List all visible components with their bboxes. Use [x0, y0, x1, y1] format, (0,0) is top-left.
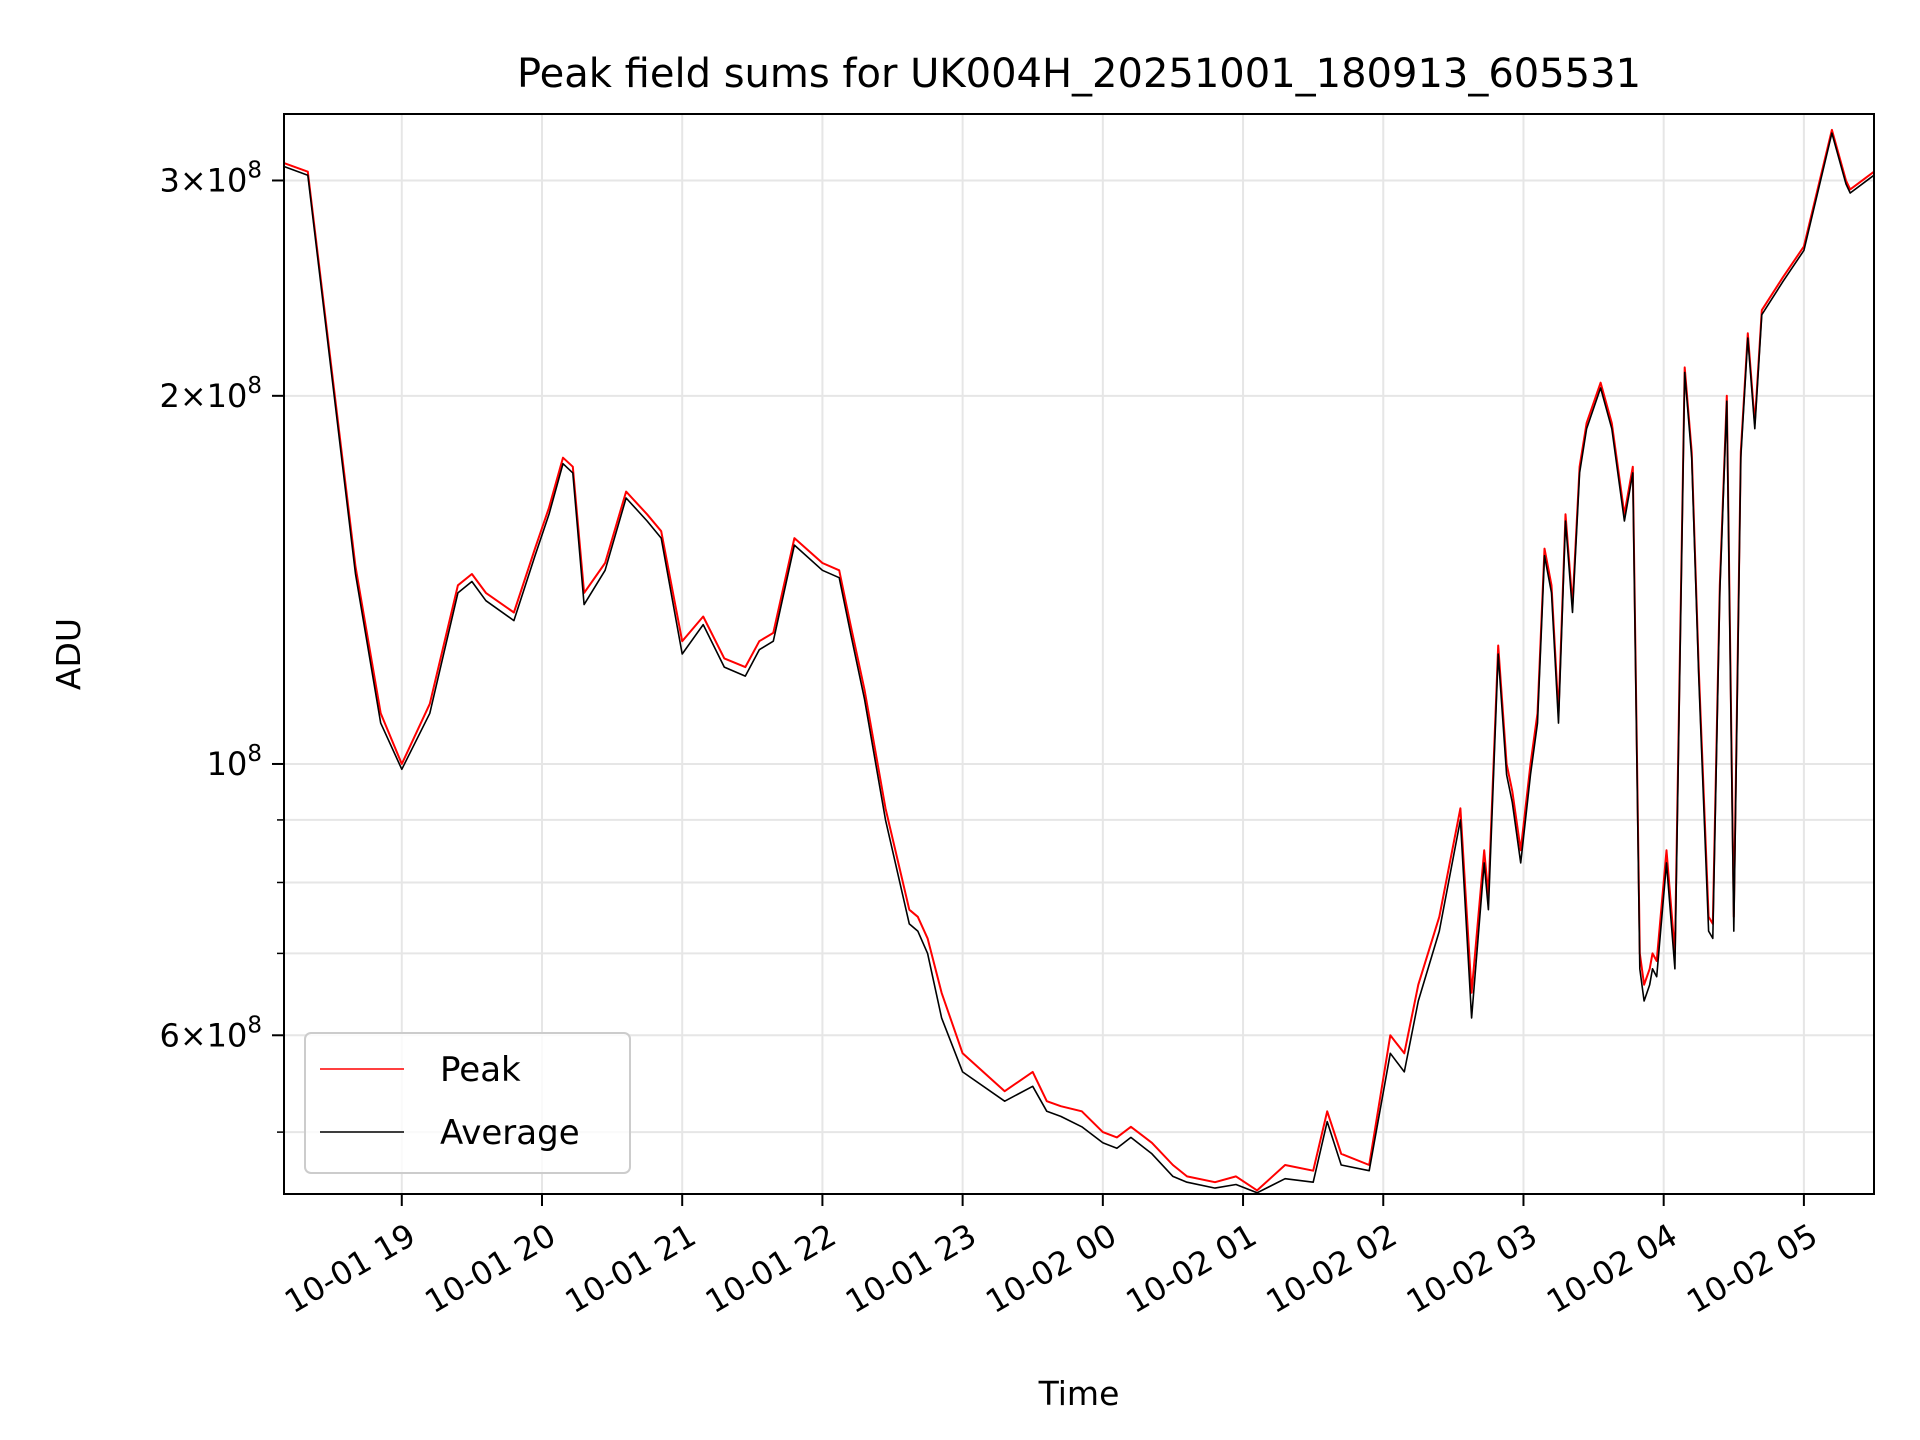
legend-label-average: Average [440, 1113, 580, 1153]
y-tick-label: 2×108 [159, 373, 262, 415]
y-tick-label: 6×108 [159, 1012, 262, 1054]
legend: Peak Average [304, 1032, 631, 1174]
legend-label-peak: Peak [440, 1050, 521, 1090]
grid [284, 114, 1874, 1194]
x-axis-label: Time [1038, 1374, 1120, 1413]
y-axis: 3×108 2×108 108 6×108 [159, 157, 284, 1133]
y-tick-label: 108 [207, 741, 262, 783]
y-axis-label: ADU [49, 618, 88, 690]
legend-box [304, 1032, 631, 1174]
series-layer [283, 128, 1875, 1194]
chart-title: Peak field sums for UK004H_20251001_1809… [517, 51, 1641, 97]
y-tick-label: 3×108 [159, 157, 262, 199]
series-line-average [283, 132, 1875, 1194]
plot-frame [283, 113, 1875, 1195]
